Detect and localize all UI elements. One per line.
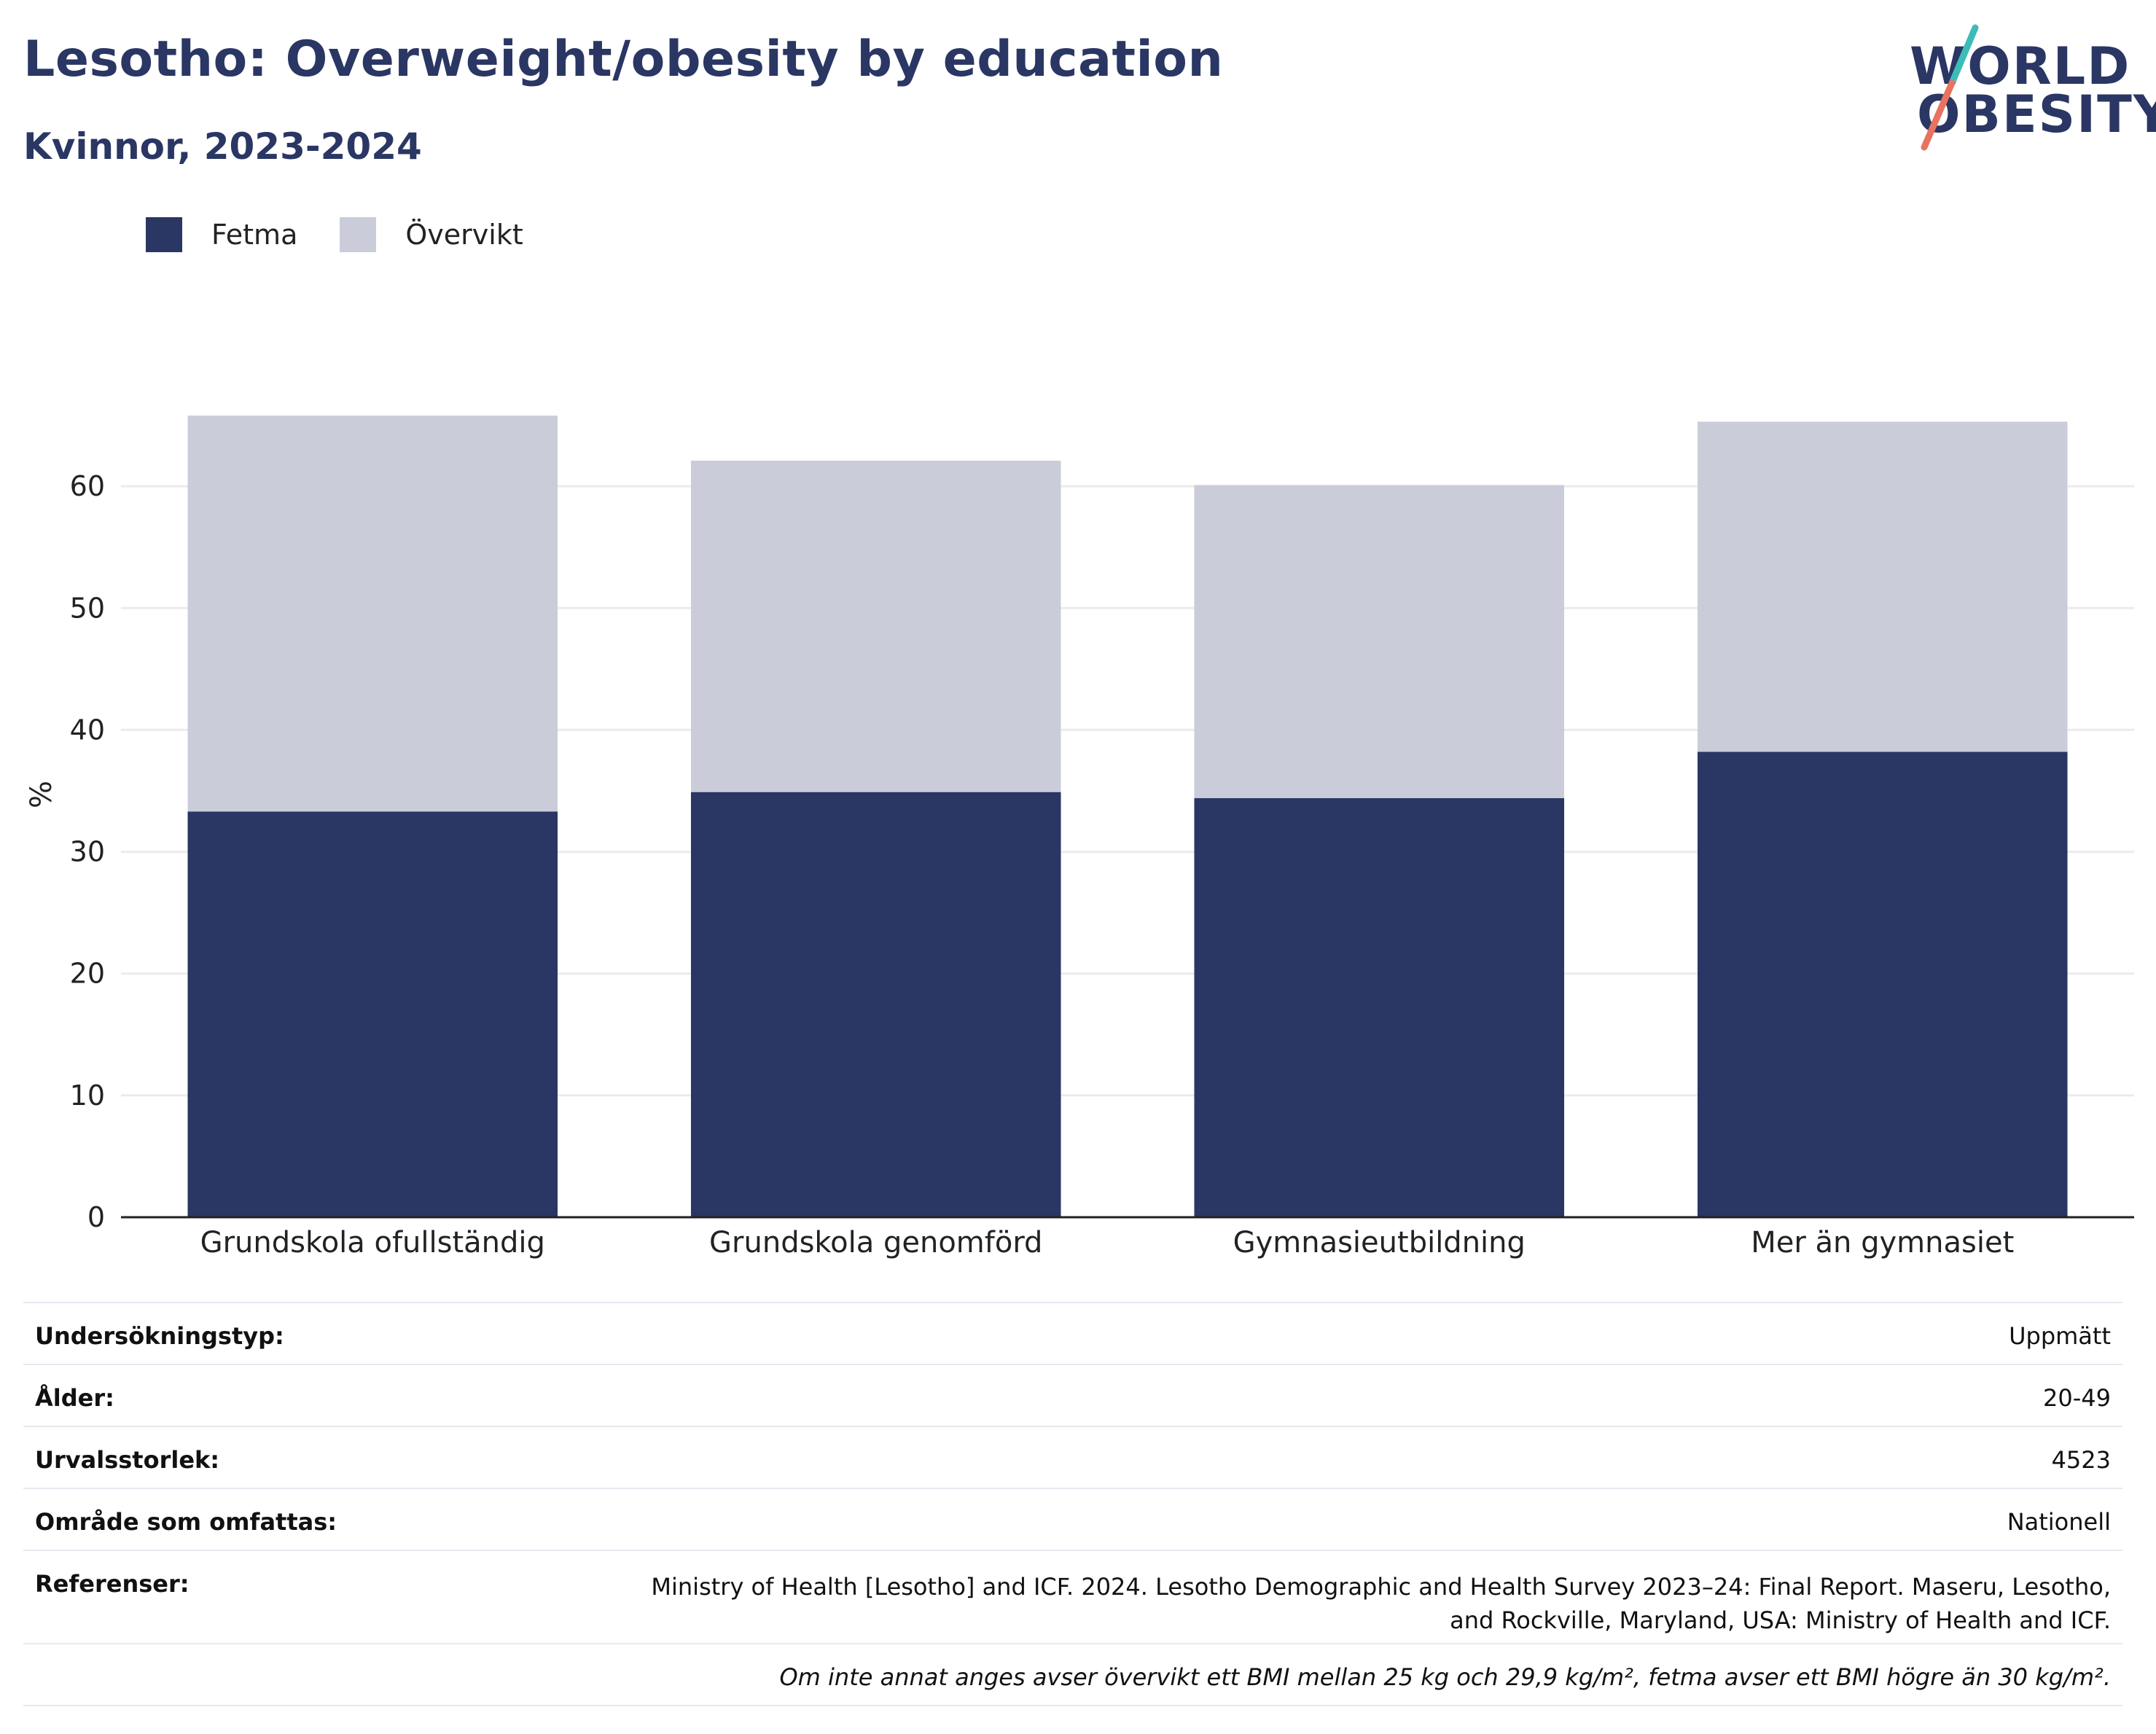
y-tick-label: 30 <box>70 836 105 868</box>
info-key: Ålder: <box>35 1384 114 1412</box>
bar-overvikt <box>187 415 558 812</box>
world-obesity-logo: WORLD OBESITY <box>1895 22 2156 153</box>
y-tick-label: 60 <box>70 470 105 502</box>
bar-fetma <box>1194 798 1565 1217</box>
logo-slash-icon <box>1921 24 1979 151</box>
info-row-survey-type: Undersökningstyp: Uppmätt <box>23 1302 2122 1364</box>
logo-text-obesity: OBESITY <box>1917 85 2156 144</box>
bar-overvikt <box>1194 485 1565 799</box>
x-category-label: Grundskola genomförd <box>709 1226 1042 1260</box>
info-value: 4523 <box>2051 1446 2111 1474</box>
bar-overvikt <box>690 461 1061 792</box>
info-value: Nationell <box>2007 1508 2111 1536</box>
info-value: 20-49 <box>2043 1384 2111 1412</box>
info-row-references: Referenser: Ministry of Health [Lesotho]… <box>23 1550 2122 1643</box>
bar-fetma <box>690 792 1061 1217</box>
y-tick-label: 10 <box>70 1079 105 1112</box>
chart-title: Lesotho: Overweight/obesity by education <box>23 31 1224 88</box>
info-row-sample-size: Urvalsstorlek: 4523 <box>23 1426 2122 1488</box>
legend-label-fetma: Fetma <box>211 219 298 251</box>
y-tick-label: 0 <box>87 1201 105 1233</box>
y-tick-label: 20 <box>70 958 105 990</box>
legend-item-overvikt[interactable]: Övervikt <box>340 217 523 252</box>
bmi-footnote: Om inte annat anges avser övervikt ett B… <box>23 1643 2122 1706</box>
info-row-area: Område som omfattas: Nationell <box>23 1488 2122 1550</box>
bar-overvikt <box>1697 421 2068 752</box>
y-tick-label: 40 <box>70 714 105 746</box>
y-axis-label: % <box>25 781 58 808</box>
bar-fetma <box>1697 751 2068 1217</box>
x-category-label: Gymnasieutbildning <box>1233 1226 1526 1260</box>
y-tick-label: 50 <box>70 592 105 624</box>
logo-text-world: WORLD <box>1910 36 2131 96</box>
info-key: Urvalsstorlek: <box>35 1446 220 1474</box>
stacked-bar-chart: 0 10 20 30 40 50 60 Grundskola ofullständig Grun… <box>25 415 2134 1260</box>
legend-swatch-fetma <box>146 217 182 252</box>
chart-subtitle: Kvinnor, 2023-2024 <box>23 125 422 168</box>
references-text: Ministry of Health [Lesotho] and ICF. 20… <box>651 1573 2111 1634</box>
x-category-label: Mer än gymnasiet <box>1751 1226 2014 1260</box>
axes: 0 10 20 30 40 50 60 Grundskola ofullständig Grun… <box>70 470 2134 1260</box>
legend-item-fetma[interactable]: Fetma <box>146 217 297 252</box>
legend-label-overvikt: Övervikt <box>405 219 523 251</box>
info-value: Uppmätt <box>2009 1322 2111 1350</box>
info-key: Område som omfattas: <box>35 1508 337 1536</box>
bars <box>187 415 2068 1217</box>
chart-legend: Fetma Övervikt <box>146 217 566 252</box>
info-table: Undersökningstyp: Uppmätt Ålder: 20-49 U… <box>23 1302 2122 1706</box>
x-category-label: Grundskola ofullständig <box>200 1226 545 1260</box>
info-key: Referenser: <box>35 1570 190 1598</box>
bar-fetma <box>187 811 558 1217</box>
legend-swatch-overvikt <box>340 217 377 252</box>
info-row-age: Ålder: 20-49 <box>23 1364 2122 1426</box>
info-key: Undersökningstyp: <box>35 1322 284 1350</box>
